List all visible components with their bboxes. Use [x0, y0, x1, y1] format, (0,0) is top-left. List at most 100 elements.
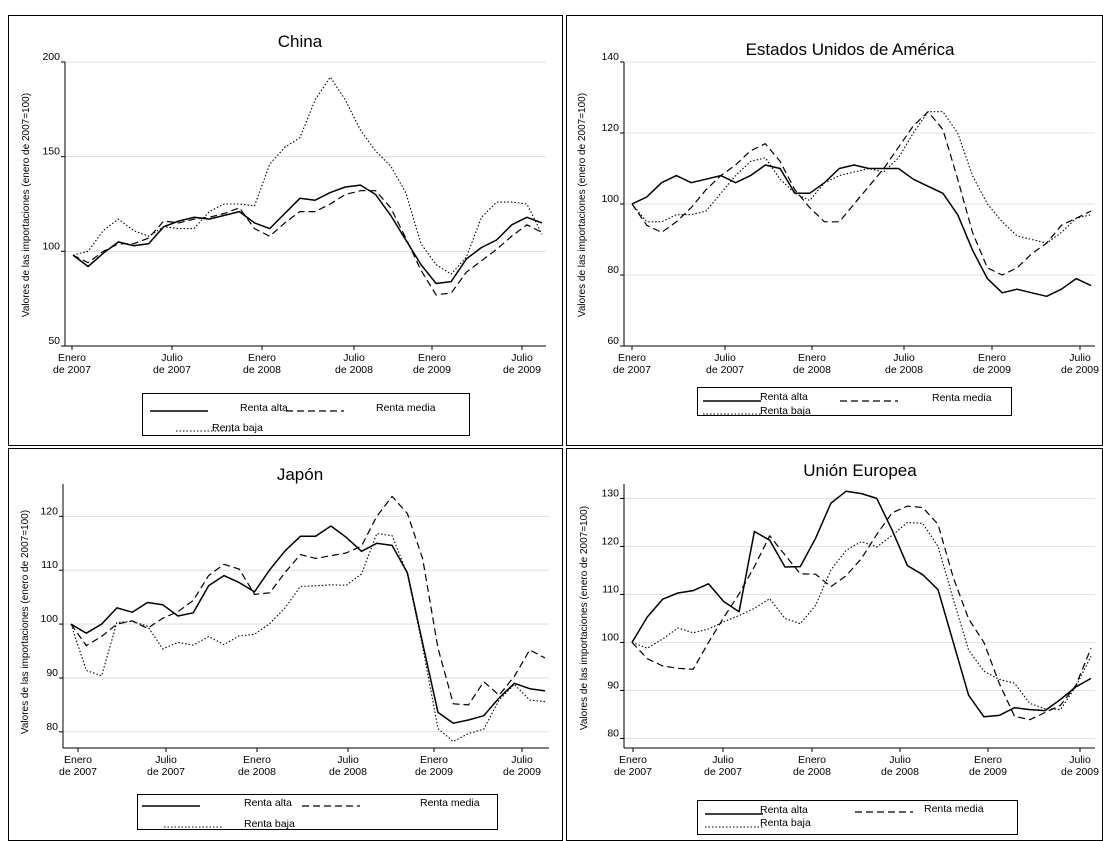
chart-title: China [278, 32, 323, 51]
x-tick-label: de 2009 [503, 766, 541, 778]
y-tick-label: 80 [607, 727, 619, 739]
series-renta-alta [70, 525, 546, 724]
x-tick-label: Enero [798, 754, 826, 766]
x-tick-label: de 2008 [793, 364, 831, 376]
y-tick-label: 140 [601, 51, 619, 63]
x-tick-label: Julio [155, 754, 177, 766]
legend-box [137, 794, 498, 830]
eu-frame [566, 448, 1103, 841]
legend-label: Renta alta [240, 402, 288, 414]
x-tick-label: de 2009 [413, 364, 451, 376]
legend-box [142, 393, 470, 436]
x-tick-label: de 2009 [415, 766, 453, 778]
y-tick-label: 50 [48, 335, 60, 347]
x-tick-label: de 2008 [238, 766, 276, 778]
x-tick-label: de 2007 [53, 364, 91, 376]
x-tick-label: de 2007 [147, 766, 185, 778]
legend-label: Renta baja [212, 422, 263, 434]
y-tick-label: 100 [601, 631, 619, 643]
x-tick-label: de 2008 [793, 766, 831, 778]
x-tick-label: Julio [511, 352, 533, 364]
x-tick-label: Enero [798, 352, 826, 364]
series-renta-media [70, 495, 546, 706]
legend-label: Renta alta [760, 804, 808, 816]
y-tick-label: 120 [40, 505, 58, 517]
x-tick-label: de 2008 [881, 766, 919, 778]
legend-label: Renta baja [760, 405, 811, 417]
x-tick-label: de 2009 [1061, 766, 1099, 778]
x-tick-label: Julio [1069, 352, 1091, 364]
china-frame [8, 15, 563, 446]
y-tick-label: 90 [607, 679, 619, 691]
legend-label: Renta media [932, 392, 992, 404]
x-tick-label: Julio [712, 754, 734, 766]
japan-chart: 80 90 100 110 120 Valores de las importacione… [8, 448, 563, 841]
x-tick-label: Enero [974, 754, 1002, 766]
x-tick-label: de 2008 [335, 364, 373, 376]
x-tick-label: Enero [420, 754, 448, 766]
x-tick-label: de 2007 [59, 766, 97, 778]
legend-box [697, 800, 1018, 835]
series-renta-media [631, 505, 1092, 721]
y-tick-label: 150 [42, 146, 60, 158]
y-tick-label: 120 [601, 122, 619, 134]
x-tick-label: Julio [714, 352, 736, 364]
legend-label: Renta baja [244, 818, 295, 830]
x-tick-label: Enero [243, 754, 271, 766]
legend-label: Renta media [924, 803, 984, 815]
x-tick-label: de 2007 [614, 766, 652, 778]
series-renta-baja [631, 521, 1092, 711]
series-renta-media [72, 190, 543, 296]
y-tick-label: 100 [42, 240, 60, 252]
x-tick-label: de 2007 [613, 364, 651, 376]
x-tick-label: de 2007 [706, 364, 744, 376]
chart-title: Unión Europea [803, 461, 917, 480]
x-tick-label: Enero [619, 754, 647, 766]
x-tick-label: Julio [893, 352, 915, 364]
x-tick-label: Julio [343, 352, 365, 364]
y-tick-label: 100 [40, 613, 58, 625]
usa-frame [566, 15, 1103, 446]
y-tick-label: 60 [607, 335, 619, 347]
x-tick-label: de 2008 [243, 364, 281, 376]
y-axis-label: Valores de las importaciones (enero de 2… [20, 510, 31, 734]
x-tick-label: de 2007 [153, 364, 191, 376]
series-renta-alta [631, 490, 1092, 718]
x-tick-label: Enero [58, 352, 86, 364]
y-tick-label: 110 [41, 559, 58, 571]
x-tick-label: de 2009 [973, 364, 1011, 376]
x-tick-label: de 2009 [969, 766, 1007, 778]
y-tick-label: 80 [46, 721, 58, 733]
x-tick-label: Enero [248, 352, 276, 364]
x-tick-label: Enero [978, 352, 1006, 364]
x-tick-label: de 2007 [704, 766, 742, 778]
x-tick-label: Enero [418, 352, 446, 364]
series-renta-media [631, 111, 1092, 276]
y-tick-label: 130 [601, 487, 619, 499]
series-renta-baja [70, 533, 546, 743]
legend-label: Renta media [420, 797, 480, 809]
x-tick-label: Julio [161, 352, 183, 364]
y-tick-label: 90 [46, 667, 58, 679]
y-tick-label: 120 [601, 535, 619, 547]
x-tick-label: de 2009 [1061, 364, 1099, 376]
y-axis-label: Valores de las importaciones (enero de 2… [579, 506, 590, 730]
china-chart: 50 100 150 200 Valores de las importaciones … [8, 15, 563, 446]
x-tick-label: Julio [1069, 754, 1091, 766]
legend-label: Renta baja [760, 817, 811, 829]
series-renta-alta [631, 164, 1092, 298]
x-tick-label: de 2009 [503, 364, 541, 376]
legend-label: Renta alta [244, 797, 292, 809]
chart-title: Japón [277, 465, 323, 484]
y-tick-label: 80 [607, 264, 619, 276]
legend-label: Renta media [376, 402, 436, 414]
y-tick-label: 110 [602, 583, 619, 595]
series-renta-baja [72, 76, 543, 275]
x-tick-label: Julio [889, 754, 911, 766]
usa-chart: 60 80 100 120 140 Valores de las importacione… [566, 15, 1103, 446]
x-tick-label: de 2008 [885, 364, 923, 376]
x-tick-label: Julio [337, 754, 359, 766]
legend-label: Renta alta [760, 391, 808, 403]
